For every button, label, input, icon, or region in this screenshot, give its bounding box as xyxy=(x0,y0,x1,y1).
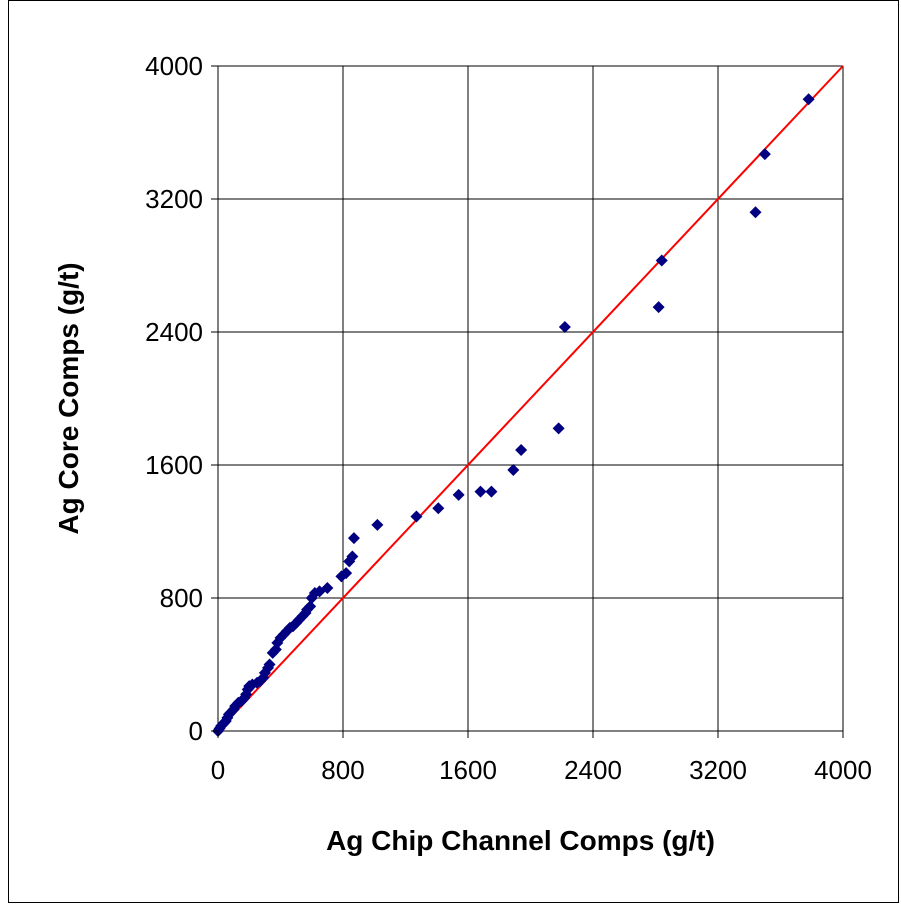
y-axis-ticks: 0 800 1600 2400 3200 4000 xyxy=(145,51,218,746)
x-tick-label-5: 4000 xyxy=(814,755,872,785)
data-point-46 xyxy=(347,532,360,545)
data-point-23 xyxy=(263,658,276,671)
data-point-54 xyxy=(515,444,528,457)
y-tick-label-0: 0 xyxy=(189,716,203,746)
gridlines xyxy=(217,65,844,732)
y-tick-label-1: 800 xyxy=(160,583,203,613)
data-point-56 xyxy=(558,321,571,334)
y-tick-label-3: 2400 xyxy=(145,317,203,347)
data-point-41 xyxy=(321,582,334,595)
x-tick-label-1: 800 xyxy=(321,755,364,785)
y-tick-label-2: 1600 xyxy=(145,450,203,480)
data-point-47 xyxy=(371,518,384,531)
x-tick-label-4: 3200 xyxy=(689,755,747,785)
data-points xyxy=(212,93,815,737)
data-point-37 xyxy=(304,600,317,613)
y-tick-label-5: 4000 xyxy=(145,51,203,81)
data-point-60 xyxy=(758,148,771,161)
data-point-51 xyxy=(474,485,487,498)
data-point-55 xyxy=(552,422,565,435)
data-point-52 xyxy=(485,485,498,498)
x-tick-label-3: 2400 xyxy=(564,755,622,785)
data-point-61 xyxy=(802,93,815,106)
reference-line-path xyxy=(217,65,844,732)
data-point-43 xyxy=(340,567,353,580)
data-point-58 xyxy=(655,254,668,267)
data-point-49 xyxy=(432,502,445,515)
data-point-50 xyxy=(452,488,465,501)
data-point-57 xyxy=(652,301,665,314)
data-point-59 xyxy=(749,206,762,219)
x-tick-label-0: 0 xyxy=(211,755,225,785)
y-axis-label: Ag Core Comps (g/t) xyxy=(53,262,84,534)
x-axis-ticks: 0 800 1600 2400 3200 4000 xyxy=(211,731,872,785)
data-point-48 xyxy=(410,510,423,523)
data-point-45 xyxy=(346,550,359,563)
chart-frame xyxy=(8,0,899,903)
reference-line xyxy=(217,65,844,732)
x-axis-label: Ag Chip Channel Comps (g/t) xyxy=(326,825,715,856)
data-point-53 xyxy=(507,463,520,476)
y-tick-label-4: 3200 xyxy=(145,184,203,214)
x-tick-label-2: 1600 xyxy=(439,755,497,785)
